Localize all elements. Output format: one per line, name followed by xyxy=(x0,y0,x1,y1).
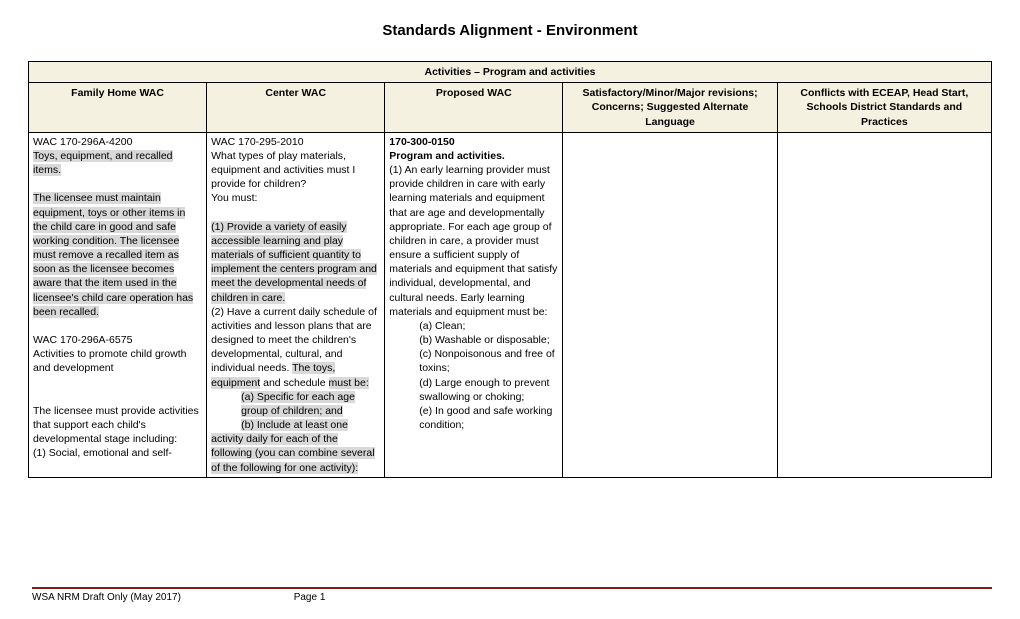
col-header-4: Satisfactory/Minor/Major revisions; Conc… xyxy=(563,83,777,133)
section-header-row: Activities – Program and activities xyxy=(29,62,992,83)
proposed-code: 170-300-0150 xyxy=(389,136,454,148)
wac-item: (1) Provide a variety of easily accessib… xyxy=(211,221,377,304)
cell-center-wac: WAC 170-295-2010 What types of play mate… xyxy=(207,132,385,477)
cell-conflicts xyxy=(777,132,991,477)
proposed-para: (1) An early learning provider must prov… xyxy=(389,163,558,319)
footer-draft-label: WSA NRM Draft Only (May 2017) xyxy=(32,592,181,603)
wac-code: WAC 170-296A-6575 xyxy=(33,333,202,347)
col-header-3: Proposed WAC xyxy=(385,83,563,133)
wac-subtitle: Activities to promote child growth and d… xyxy=(33,347,202,375)
wac-hl: must be: xyxy=(329,377,369,389)
cell-proposed-wac: 170-300-0150 Program and activities. (1)… xyxy=(385,132,563,477)
wac-para: The licensee must maintain equipment, to… xyxy=(33,192,193,317)
wac-subtitle: Toys, equipment, and recalled items. xyxy=(33,150,173,176)
page-footer: WSA NRM Draft Only (May 2017) Page 1 xyxy=(32,587,992,603)
wac-question: What types of play materials, equipment … xyxy=(211,149,380,192)
page-title: Standards Alignment - Environment xyxy=(28,22,992,39)
wac-text: and schedule xyxy=(260,377,328,389)
wac-youmust: You must: xyxy=(211,191,380,205)
column-header-row: Family Home WAC Center WAC Proposed WAC … xyxy=(29,83,992,133)
col-header-2: Center WAC xyxy=(207,83,385,133)
proposed-item: (a) Clean; xyxy=(389,319,558,333)
wac-code: WAC 170-295-2010 xyxy=(211,135,380,149)
alignment-table: Activities – Program and activities Fami… xyxy=(28,61,992,478)
wac-subitem-b-lead: (b) Include at least one xyxy=(241,419,348,431)
col-header-1: Family Home WAC xyxy=(29,83,207,133)
wac-code: WAC 170-296A-4200 xyxy=(33,135,202,149)
table-row: WAC 170-296A-4200 Toys, equipment, and r… xyxy=(29,132,992,477)
wac-subitem: (a) Specific for each age group of child… xyxy=(241,391,355,417)
footer-page-number: Page 1 xyxy=(294,592,326,603)
proposed-heading: Program and activities. xyxy=(389,150,505,162)
wac-subitem-b-rest: activity daily for each of the following… xyxy=(211,433,374,473)
col-header-5: Conflicts with ECEAP, Head Start, School… xyxy=(777,83,991,133)
cell-family-home-wac: WAC 170-296A-4200 Toys, equipment, and r… xyxy=(29,132,207,477)
proposed-item: (b) Washable or disposable; xyxy=(389,333,558,347)
wac-para: (1) Social, emotional and self- xyxy=(33,446,202,460)
wac-para: The licensee must provide activities tha… xyxy=(33,404,202,447)
proposed-item: (c) Nonpoisonous and free of toxins; xyxy=(389,347,558,375)
proposed-item: (d) Large enough to prevent swallowing o… xyxy=(389,376,558,404)
section-header: Activities – Program and activities xyxy=(29,62,992,83)
cell-revisions xyxy=(563,132,777,477)
proposed-item: (e) In good and safe working condition; xyxy=(389,404,558,432)
